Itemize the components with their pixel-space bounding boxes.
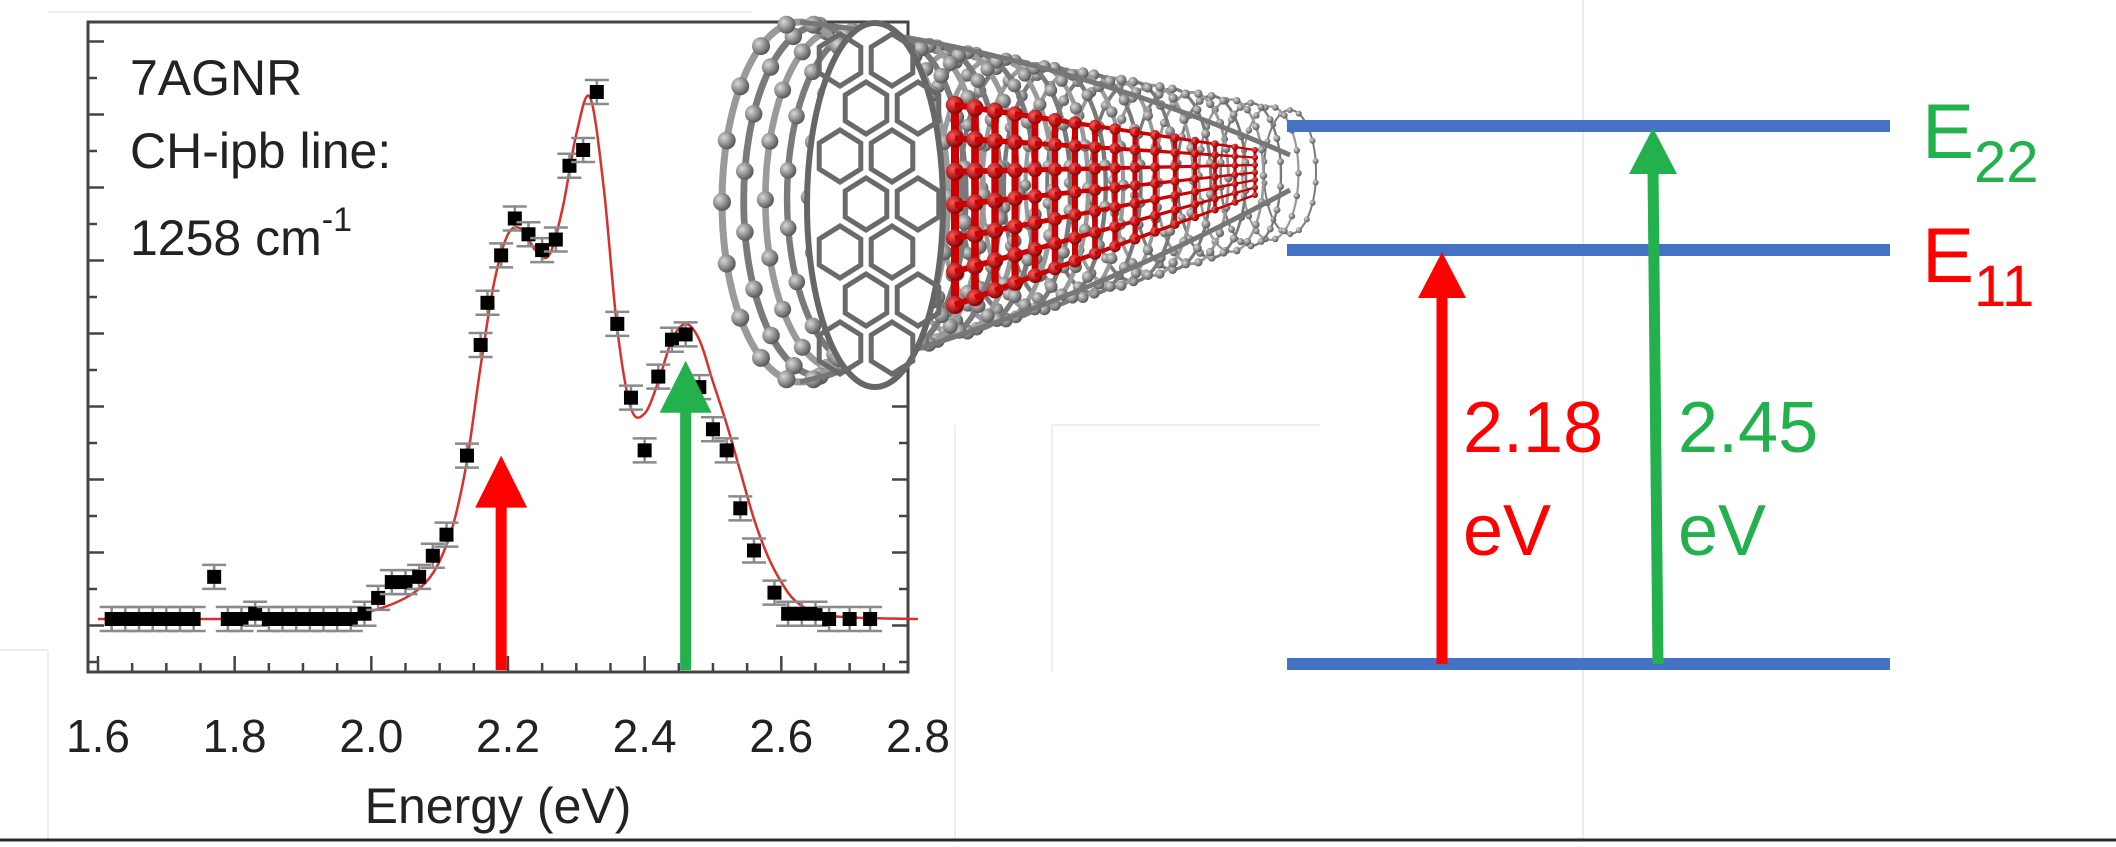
x-tick-label: 2.2 <box>476 710 540 762</box>
data-point <box>633 438 657 462</box>
data-point <box>646 365 670 389</box>
x-ticks <box>98 656 884 672</box>
transition-e11-value: 2.18 <box>1463 388 1603 468</box>
chart-arrows <box>475 361 711 670</box>
data-point <box>605 312 629 336</box>
chart-arrow-green <box>660 361 712 670</box>
data-point <box>202 565 226 589</box>
data-point <box>557 154 581 178</box>
x-tick-label: 2.6 <box>749 710 813 762</box>
x-axis-label: Energy (eV) <box>365 778 632 834</box>
x-tick-label: 2.8 <box>886 710 950 762</box>
x-tick-label: 2.0 <box>339 710 403 762</box>
sample-label: 7AGNR <box>130 50 302 106</box>
wavenumber-label: 1258 cm-1 <box>130 201 352 266</box>
tube-front-opening <box>807 23 943 387</box>
x-tick-labels: 1.6 1.8 2.0 2.2 2.4 2.6 2.8 <box>66 710 950 762</box>
transition-e11-arrow <box>1418 252 1466 664</box>
data-point <box>469 333 493 357</box>
x-tick-label: 1.6 <box>66 710 130 762</box>
data-point <box>619 386 643 410</box>
x-tick-label: 2.4 <box>613 710 677 762</box>
transition-e22-arrow <box>1629 128 1677 664</box>
data-point <box>503 206 527 230</box>
transition-e11-unit: eV <box>1463 491 1551 571</box>
transition-e22-unit: eV <box>1678 491 1766 571</box>
level-e11-label: E11 <box>1922 211 2034 319</box>
level-e22-label: E22 <box>1922 87 2039 195</box>
x-tick-label: 1.8 <box>203 710 267 762</box>
energy-level-diagram: E22 E11 2.18 eV 2.45 eV <box>1287 87 2039 664</box>
data-point <box>489 243 513 267</box>
data-point <box>585 80 609 104</box>
nanotube-illustration <box>713 16 1319 389</box>
data-point <box>475 291 499 315</box>
chart-arrow-red <box>475 456 527 670</box>
transition-e22-value: 2.45 <box>1678 388 1818 468</box>
wavenumber-value: 1258 cm <box>130 210 322 266</box>
wavenumber-exponent: -1 <box>322 201 352 239</box>
line-label: CH-ipb line: <box>130 123 391 179</box>
data-point <box>516 222 540 246</box>
data-point <box>455 444 479 468</box>
